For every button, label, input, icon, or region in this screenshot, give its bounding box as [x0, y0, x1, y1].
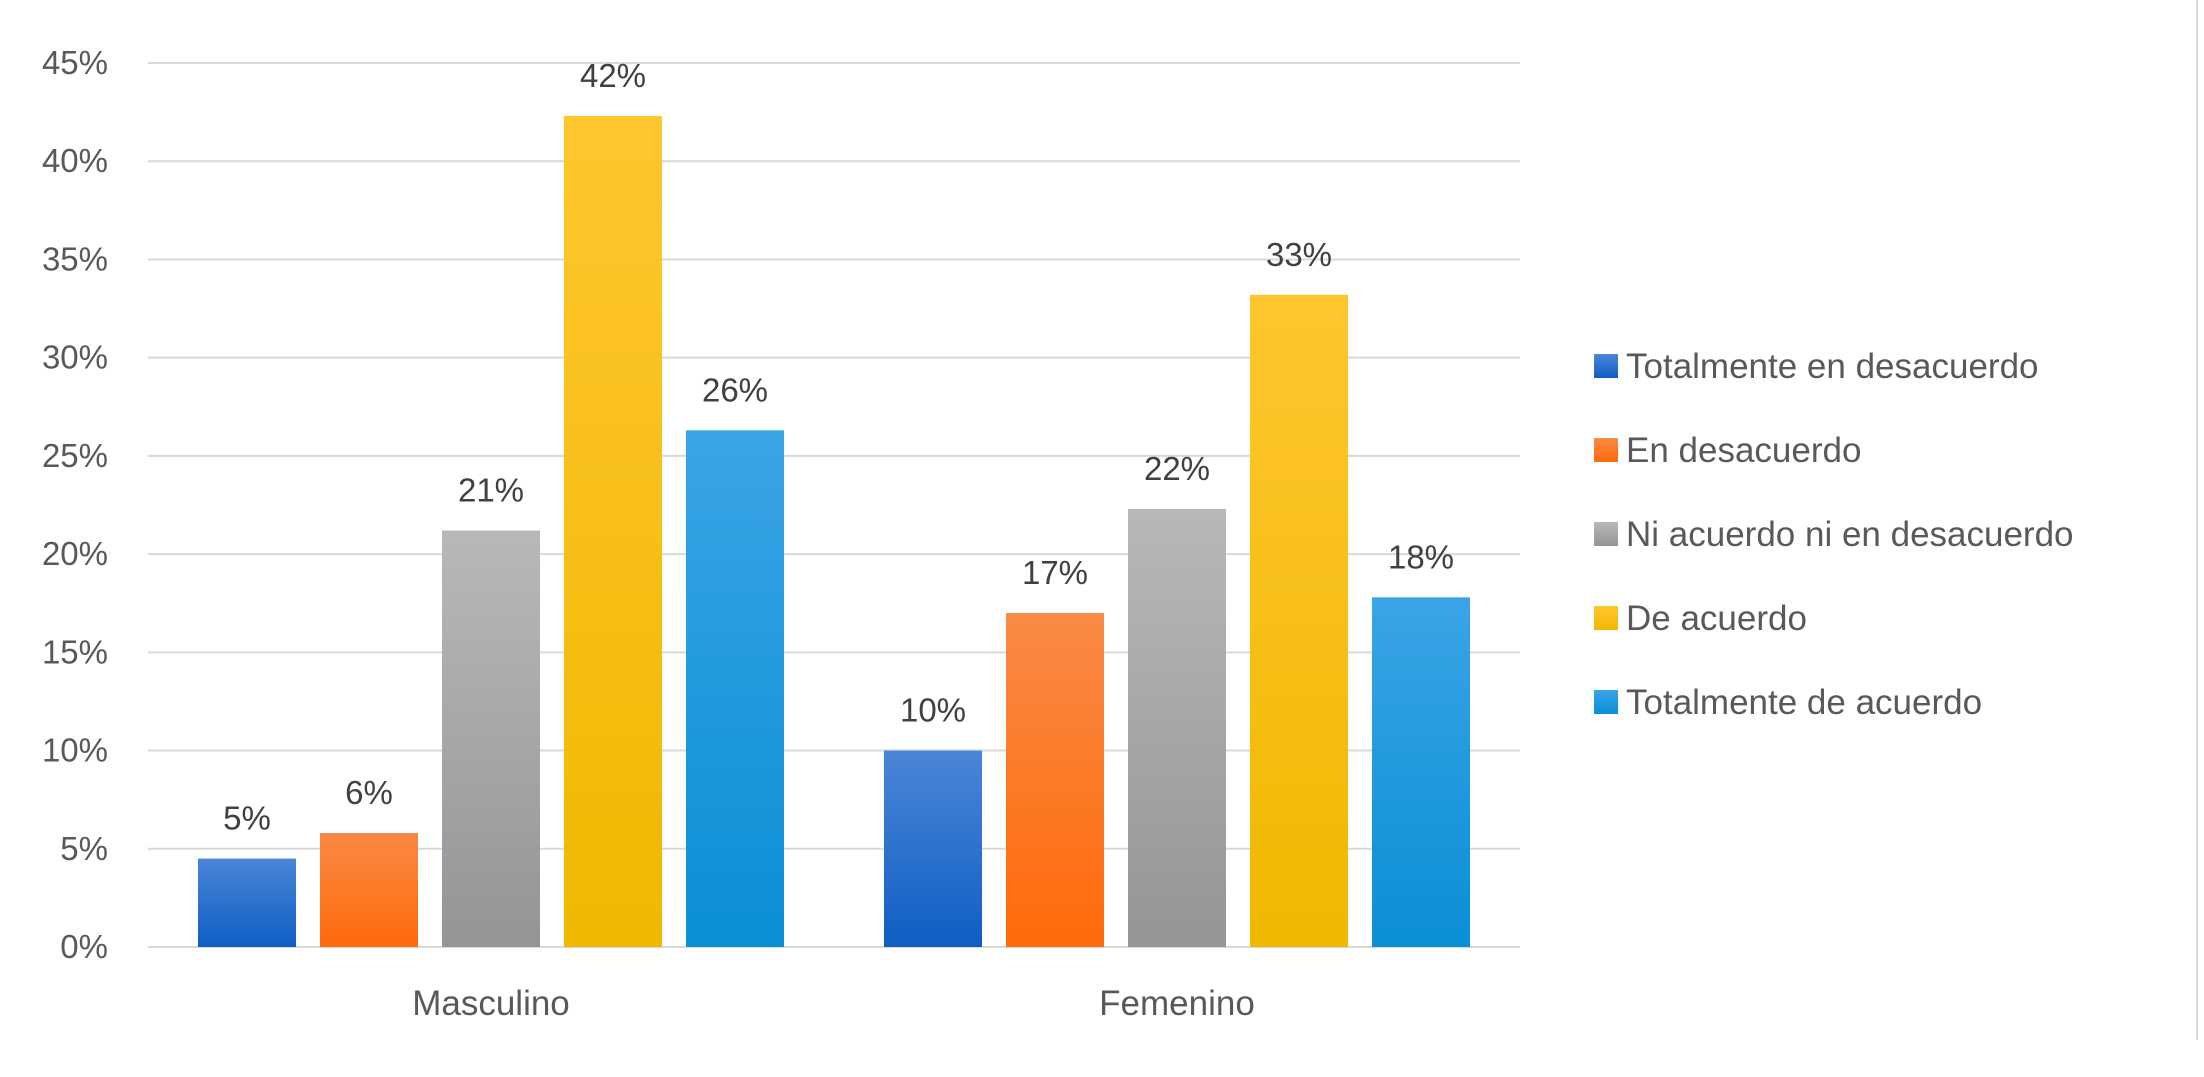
- bar-masculino-ni-acuerdo-ni-en-desacuerdo: [442, 530, 540, 947]
- y-tick-label: 45%: [42, 44, 108, 81]
- legend-swatch: [1594, 690, 1618, 714]
- data-label: 17%: [1022, 554, 1088, 591]
- legend-label: Totalmente en desacuerdo: [1626, 347, 2039, 386]
- data-label: 22%: [1144, 450, 1210, 487]
- bar-femenino-ni-acuerdo-ni-en-desacuerdo: [1128, 508, 1226, 947]
- y-tick-label: 30%: [42, 339, 108, 376]
- legend-swatch: [1594, 354, 1618, 378]
- y-tick-label: 20%: [42, 535, 108, 572]
- legend-item-de-acuerdo: De acuerdo: [1594, 599, 1807, 638]
- x-category-label: Femenino: [1099, 984, 1255, 1023]
- legend-item-totalmente-en-desacuerdo: Totalmente en desacuerdo: [1594, 347, 2039, 386]
- data-label: 26%: [702, 371, 768, 408]
- bar-masculino-totalmente-en-desacuerdo: [198, 858, 296, 947]
- bar-masculino-de-acuerdo: [564, 116, 662, 948]
- data-label: 33%: [1266, 236, 1332, 273]
- legend-swatch: [1594, 438, 1618, 462]
- chart-border: [2196, 0, 2198, 1040]
- bar-femenino-en-desacuerdo: [1006, 613, 1104, 947]
- data-label: 10%: [900, 692, 966, 729]
- legend-item-totalmente-de-acuerdo: Totalmente de acuerdo: [1594, 683, 1982, 722]
- legend: Totalmente en desacuerdo En desacuerdo Ni …: [1594, 347, 2074, 722]
- y-axis: 0% 5% 10% 15% 20% 25% 30% 35% 40% 45%: [42, 44, 108, 965]
- legend-label: De acuerdo: [1626, 599, 1807, 638]
- legend-swatch: [1594, 606, 1618, 630]
- legend-label: Totalmente de acuerdo: [1626, 683, 1982, 722]
- data-label: 21%: [458, 472, 524, 509]
- y-tick-label: 40%: [42, 142, 108, 179]
- bar-femenino-totalmente-en-desacuerdo: [884, 750, 982, 947]
- bar-femenino-de-acuerdo: [1250, 294, 1348, 947]
- data-label: 42%: [580, 57, 646, 94]
- y-tick-label: 0%: [60, 928, 108, 965]
- data-label: 6%: [345, 774, 393, 811]
- bar-femenino-totalmente-de-acuerdo: [1372, 597, 1470, 947]
- legend-item-ni-acuerdo-ni-en-desacuerdo: Ni acuerdo ni en desacuerdo: [1594, 515, 2074, 554]
- data-label: 5%: [223, 800, 271, 837]
- legend-item-en-desacuerdo: En desacuerdo: [1594, 431, 1861, 470]
- x-axis: Masculino Femenino: [412, 984, 1255, 1023]
- y-tick-label: 25%: [42, 437, 108, 474]
- bar-masculino-en-desacuerdo: [320, 833, 418, 947]
- legend-label: Ni acuerdo ni en desacuerdo: [1626, 515, 2074, 554]
- y-tick-label: 15%: [42, 633, 108, 670]
- y-tick-label: 5%: [60, 830, 108, 867]
- legend-swatch: [1594, 522, 1618, 546]
- y-tick-label: 35%: [42, 240, 108, 277]
- legend-label: En desacuerdo: [1626, 431, 1861, 470]
- data-label: 18%: [1388, 538, 1454, 575]
- data-labels: 5% 6% 21% 42% 26% 10% 17% 22% 33% 18%: [223, 57, 1454, 837]
- bars: [198, 116, 1470, 948]
- x-category-label: Masculino: [412, 984, 570, 1023]
- y-tick-label: 10%: [42, 732, 108, 769]
- bar-masculino-totalmente-de-acuerdo: [686, 430, 784, 948]
